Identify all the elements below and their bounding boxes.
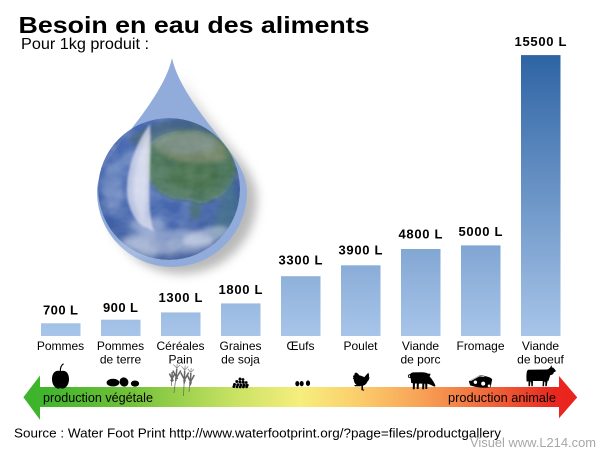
svg-text:1300 L: 1300 L bbox=[159, 290, 203, 305]
svg-text:Viande: Viande bbox=[402, 339, 439, 353]
svg-text:Pommes: Pommes bbox=[37, 339, 84, 353]
svg-text:de soja: de soja bbox=[221, 353, 260, 367]
svg-text:15500 L: 15500 L bbox=[515, 34, 567, 49]
svg-text:Poulet: Poulet bbox=[343, 339, 378, 353]
svg-text:Pour 1kg produit :: Pour 1kg produit : bbox=[21, 36, 149, 53]
svg-text:production végétale: production végétale bbox=[43, 390, 153, 405]
svg-text:Source : Water Foot Print http: Source : Water Foot Print http://www.wat… bbox=[14, 427, 502, 441]
svg-text:Pommes: Pommes bbox=[97, 339, 144, 353]
svg-text:production animale: production animale bbox=[448, 390, 556, 405]
svg-text:Viande: Viande bbox=[522, 339, 559, 353]
svg-text:Visuel www.L214.com: Visuel www.L214.com bbox=[470, 435, 596, 450]
svg-text:3900 L: 3900 L bbox=[339, 243, 383, 258]
svg-text:5000 L: 5000 L bbox=[459, 224, 503, 239]
svg-text:3300 L: 3300 L bbox=[279, 253, 323, 268]
svg-text:de porc: de porc bbox=[400, 353, 440, 367]
svg-text:1800 L: 1800 L bbox=[219, 282, 263, 297]
svg-text:4800 L: 4800 L bbox=[399, 226, 443, 241]
svg-text:Besoin en eau des aliments: Besoin en eau des aliments bbox=[19, 12, 370, 38]
svg-text:900 L: 900 L bbox=[103, 300, 138, 315]
svg-text:Pain: Pain bbox=[168, 353, 192, 367]
svg-text:Fromage: Fromage bbox=[456, 339, 504, 353]
svg-text:Œufs: Œufs bbox=[286, 339, 314, 353]
svg-text:Graines: Graines bbox=[219, 339, 261, 353]
svg-text:Céréales: Céréales bbox=[156, 339, 204, 353]
svg-text:700 L: 700 L bbox=[43, 303, 78, 318]
svg-text:de boeuf: de boeuf bbox=[517, 353, 564, 367]
svg-text:de terre: de terre bbox=[100, 353, 142, 367]
